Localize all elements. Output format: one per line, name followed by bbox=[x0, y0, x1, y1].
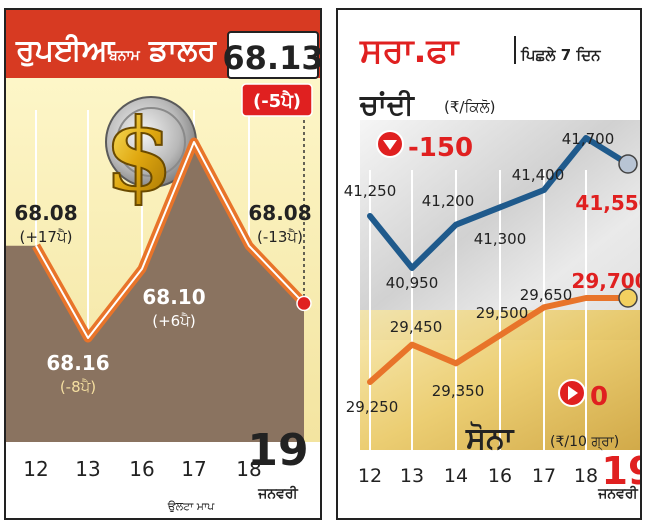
current-rate-box bbox=[227, 31, 319, 79]
change-label: (-8ਪੈ) bbox=[60, 378, 96, 396]
silver-value-label: 40,950 bbox=[386, 274, 439, 292]
gold-value-label: 29,250 bbox=[346, 398, 399, 416]
current-marker bbox=[296, 295, 312, 312]
silver-value-label: 41,400 bbox=[512, 166, 565, 184]
footnote: ਉਲਟਾ ਮਾਪ bbox=[167, 500, 215, 513]
x-label: 18 bbox=[574, 465, 598, 487]
current-change-badge bbox=[241, 83, 313, 117]
title-main: ਰੁਪਈਆ bbox=[15, 33, 116, 68]
value-label: 68.10 bbox=[142, 285, 205, 309]
chart-line-inner bbox=[35, 141, 305, 339]
silver-title: ਚਾਂਦੀ bbox=[359, 88, 415, 121]
change-label: (-13ਪੈ) bbox=[257, 228, 303, 246]
gold-change: 0 bbox=[590, 382, 608, 412]
x-label: 16 bbox=[129, 457, 154, 481]
gold-unit: (₹/10 ਗ੍ਰਾ) bbox=[550, 434, 619, 451]
rupee-dollar-panel: $ 68.08 (+17ਪੈ) 68.16 (-8ਪੈ) 68.10 (+6ਪੈ) 68.0… bbox=[4, 8, 322, 520]
current-change: (-5ਪੈ) bbox=[253, 90, 301, 112]
dollar-coin-icon: $ bbox=[103, 95, 197, 215]
value-label: 68.08 bbox=[248, 201, 311, 225]
value-label: 68.08 bbox=[14, 201, 77, 225]
x-label: 19 bbox=[602, 449, 642, 493]
x-label: 14 bbox=[444, 465, 468, 487]
gold-value-label: 29,650 bbox=[520, 286, 573, 304]
x-label: 17 bbox=[532, 465, 556, 487]
value-label: 68.16 bbox=[46, 351, 109, 375]
x-label: 17 bbox=[181, 457, 206, 481]
x-label-today: 19 bbox=[247, 425, 308, 476]
silver-down-icon bbox=[376, 130, 404, 158]
silver-value-label: 41,700 bbox=[562, 130, 615, 148]
gold-end-marker bbox=[618, 288, 638, 308]
gold-title: ਸੋਨਾ bbox=[465, 421, 515, 456]
x-label: 12 bbox=[23, 457, 48, 481]
rupee-dollar-chart: $ 68.08 (+17ਪੈ) 68.16 (-8ਪੈ) 68.10 (+6ਪੈ) 68.0… bbox=[6, 10, 322, 513]
current-rate: 68.13 bbox=[222, 39, 322, 77]
grid-lines bbox=[369, 170, 587, 458]
x-label: 18 bbox=[236, 457, 261, 481]
x-label: 13 bbox=[75, 457, 100, 481]
silver-value-label: 41,300 bbox=[474, 230, 527, 248]
silver-unit: (₹/ਕਿਲੋ) bbox=[444, 98, 496, 116]
x-label: 12 bbox=[358, 465, 382, 487]
silver-line bbox=[367, 135, 631, 271]
x-label: 13 bbox=[400, 465, 424, 487]
gold-value-label: 29,700 bbox=[571, 269, 642, 293]
gold-neutral-icon bbox=[558, 379, 586, 407]
gold-value-label: 29,350 bbox=[432, 382, 485, 400]
bullion-title: ਸਰਾ.ਫਾ bbox=[359, 31, 461, 71]
change-label: (+17ਪੈ) bbox=[19, 228, 72, 246]
month-label: ਜਨਵਰੀ bbox=[597, 485, 638, 502]
silver-change: -150 bbox=[408, 133, 473, 163]
title-end: ਡਾਲਰ bbox=[148, 33, 217, 68]
bullion-panel: 41,250 40,950 41,200 41,300 41,400 41,700 41,5… bbox=[336, 8, 642, 520]
x-label: 16 bbox=[488, 465, 512, 487]
gold-line bbox=[367, 295, 631, 385]
title-mid: ਬਨਾਮ bbox=[108, 48, 140, 64]
bullion-subtitle: ਪਿਛਲੇ 7 ਦਿਨ bbox=[520, 46, 601, 64]
silver-value-label: 41,550 bbox=[575, 191, 642, 215]
gold-value-label: 29,500 bbox=[476, 304, 529, 322]
gold-value-label: 29,450 bbox=[390, 318, 443, 336]
silver-value-label: 41,200 bbox=[422, 192, 475, 210]
change-label: (+6ਪੈ) bbox=[152, 312, 196, 330]
silver-end-marker bbox=[618, 154, 638, 174]
svg-text:$: $ bbox=[104, 96, 174, 214]
bullion-chart: 41,250 40,950 41,200 41,300 41,400 41,700 41,5… bbox=[338, 10, 642, 518]
month-label: ਜਨਵਰੀ bbox=[257, 485, 298, 502]
silver-value-label: 41,250 bbox=[344, 182, 397, 200]
